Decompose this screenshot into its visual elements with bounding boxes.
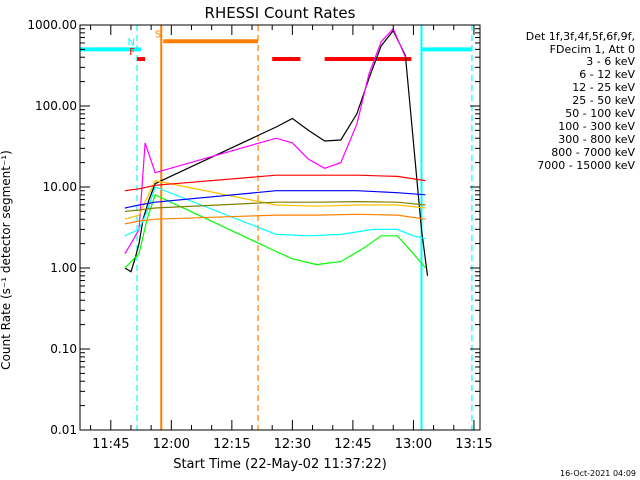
legend-entry-300-800-kev: 300 - 800 keV [558,133,635,146]
y-tick-label-5: 1000.00 [27,18,77,32]
legend-entry-12-25-kev: 12 - 25 keV [572,81,635,94]
flag-label-F: F [129,47,135,58]
flag-label-N: N [128,37,135,48]
legend-entry-800-7000-kev: 800 - 7000 keV [551,146,635,159]
chart-title: RHESSI Count Rates [205,4,356,22]
x-tick-label-5: 13:00 [395,437,432,452]
y-tick-label-4: 100.00 [35,99,77,113]
y-tick-label-3: 10.00 [43,180,77,194]
series-line-25-50-kev [124,186,426,240]
y-tick-label-2: 1.00 [50,261,77,275]
legend-header-line-1: Det 1f,3f,4f,5f,6f,9f, [526,30,635,43]
series-line-7000-15000-kev [124,200,426,212]
series-line-3-6-kev [124,29,429,276]
series-line-12-25-kev [124,193,426,269]
x-tick-label-1: 12:00 [153,437,190,452]
legend-entry-50-100-kev: 50 - 100 keV [565,107,635,120]
y-tick-label-1: 0.10 [50,342,77,356]
series-line-100-300-kev [124,174,426,192]
x-tick-label-0: 11:45 [92,437,129,452]
flag-label-S: S [155,29,161,40]
series-line-50-100-kev [124,179,426,220]
legend-header-line-2: FDecim 1, Att 0 [550,43,635,56]
legend-entry-25-50-kev: 25 - 50 keV [572,94,635,107]
legend-entry-3-6-kev: 3 - 6 keV [586,55,635,68]
plot-area: NF S 0.01 0.10 1.00 10.00 100.00 1000.00 11:45 12… [27,18,492,452]
y-axis-label: Count Rate (s⁻¹ detector segment⁻¹) [0,150,13,370]
x-tick-label-6: 13:15 [455,437,492,452]
plot-frame [79,24,481,431]
y-tick-label-0: 0.01 [50,423,77,437]
x-tick-label-2: 12:15 [213,437,250,452]
x-tick-label-3: 12:30 [274,437,311,452]
legend-entry-6-12-kev: 6 - 12 keV [579,68,635,81]
x-axis-label: Start Time (22-May-02 11:37:22) [173,457,387,472]
legend: Det 1f,3f,4f,5f,6f,9f, FDecim 1, Att 0 3… [526,30,636,172]
x-tick-label-4: 12:45 [334,437,371,452]
series-line-800-7000-kev [124,213,426,225]
series-line-6-12-kev [124,27,406,255]
timestamp: 16-Oct-2021 04:09 [560,469,636,478]
legend-entry-100-300-kev: 100 - 300 keV [558,120,635,133]
legend-entry-7000-15000-kev: 7000 - 15000 keV [537,159,635,172]
series-line-300-800-kev [124,190,426,209]
